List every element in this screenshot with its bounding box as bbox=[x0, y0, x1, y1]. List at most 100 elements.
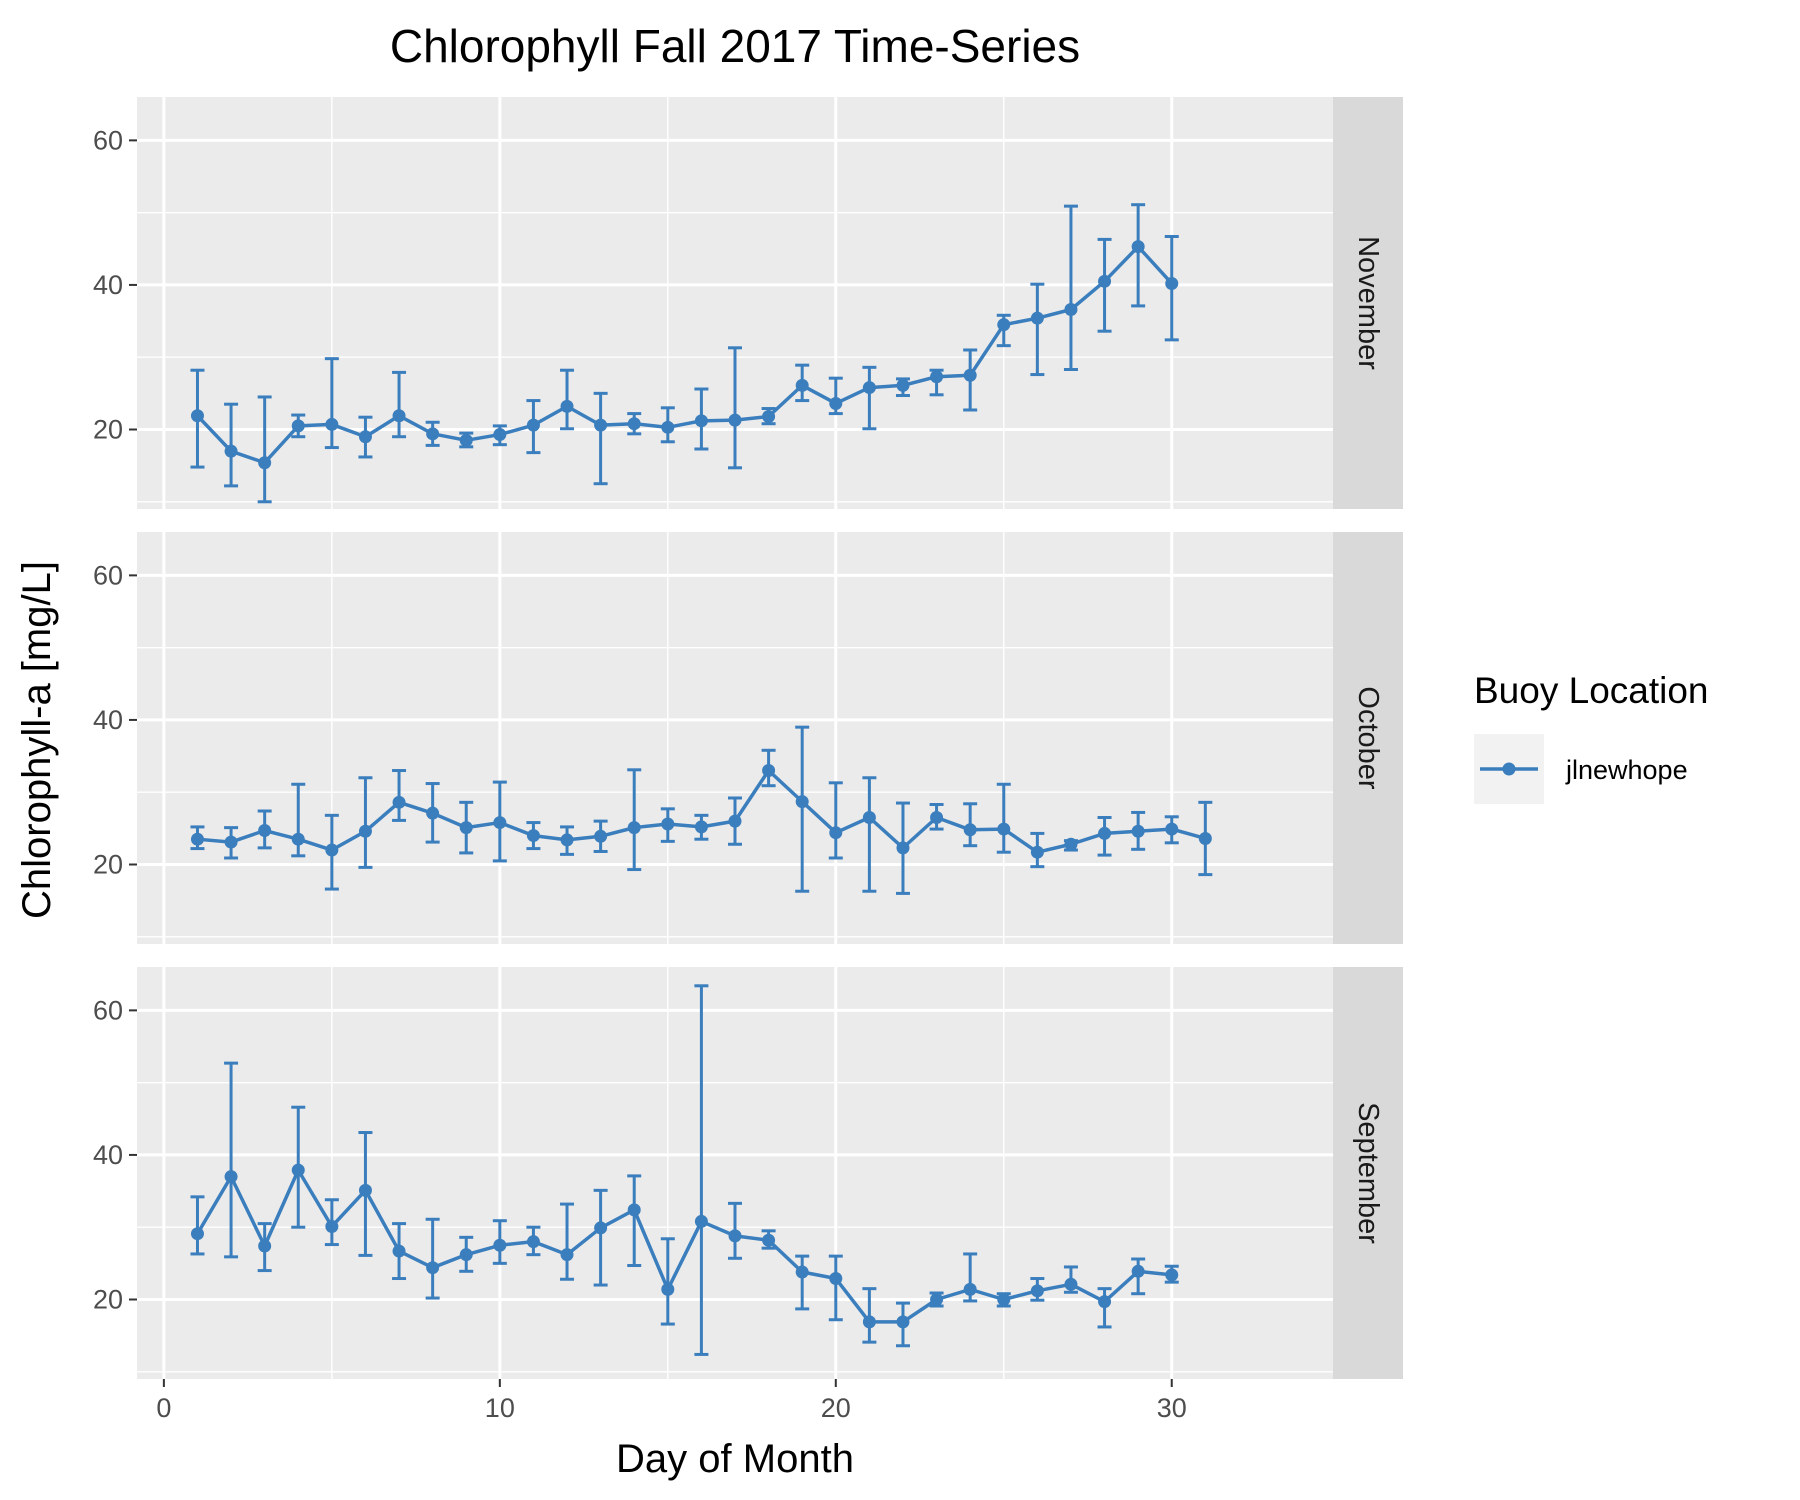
error-bar bbox=[257, 395, 272, 504]
y-tick-label: 40 bbox=[93, 270, 123, 300]
data-point bbox=[493, 428, 507, 442]
data-point bbox=[493, 1238, 507, 1252]
data-point bbox=[694, 820, 708, 834]
data-point bbox=[459, 1248, 473, 1262]
data-point bbox=[930, 1292, 944, 1306]
error-bar bbox=[1131, 203, 1146, 308]
y-axis-title: Chlorophyll-a [mg/L] bbox=[15, 561, 59, 919]
data-point bbox=[762, 409, 776, 423]
data-point bbox=[627, 417, 641, 431]
data-point bbox=[325, 417, 339, 431]
data-point bbox=[459, 433, 473, 447]
data-point bbox=[661, 817, 675, 831]
data-point bbox=[560, 833, 574, 847]
y-tick-label: 40 bbox=[93, 705, 123, 735]
data-point bbox=[392, 795, 406, 809]
y-tick-label: 60 bbox=[93, 995, 123, 1025]
data-point bbox=[1098, 274, 1112, 288]
panel-november: 20 40 60 November bbox=[93, 97, 1403, 509]
strip-october bbox=[1333, 532, 1403, 944]
x-tick-label: 30 bbox=[1157, 1393, 1187, 1423]
error-bar bbox=[627, 768, 642, 872]
data-point bbox=[426, 427, 440, 441]
error-bar bbox=[795, 725, 810, 893]
strip-september bbox=[1333, 967, 1403, 1379]
data-point bbox=[896, 841, 910, 855]
data-point bbox=[526, 418, 540, 432]
legend: Buoy Location jlnewhope bbox=[1474, 670, 1709, 804]
x-axis-title: Day of Month bbox=[616, 1437, 854, 1481]
data-point bbox=[930, 370, 944, 384]
data-point bbox=[829, 1272, 843, 1286]
legend-key-point bbox=[1502, 762, 1516, 776]
data-point bbox=[795, 795, 809, 809]
data-point bbox=[728, 1229, 742, 1243]
data-point bbox=[258, 1239, 272, 1253]
data-point bbox=[291, 832, 305, 846]
error-bar bbox=[828, 1254, 843, 1322]
data-point bbox=[190, 409, 204, 423]
data-point bbox=[1064, 1277, 1078, 1291]
data-point bbox=[426, 806, 440, 820]
data-point bbox=[997, 318, 1011, 332]
data-point bbox=[1165, 1268, 1179, 1282]
error-bar bbox=[190, 1195, 205, 1256]
data-point bbox=[358, 1183, 372, 1197]
data-point bbox=[661, 1282, 675, 1296]
error-bar bbox=[660, 1237, 675, 1326]
data-point bbox=[862, 811, 876, 825]
data-point bbox=[862, 381, 876, 395]
data-point bbox=[459, 821, 473, 835]
data-point bbox=[1131, 240, 1145, 254]
data-point bbox=[1098, 1295, 1112, 1309]
error-bar bbox=[425, 1217, 440, 1300]
data-point bbox=[224, 1170, 238, 1184]
data-point bbox=[896, 378, 910, 392]
panel-background bbox=[137, 967, 1333, 1379]
strip-label-september: September bbox=[1352, 1102, 1384, 1244]
panel-september: 20 40 60 September bbox=[93, 967, 1403, 1379]
error-bar bbox=[358, 776, 373, 869]
data-point bbox=[762, 764, 776, 778]
data-point bbox=[997, 822, 1011, 836]
data-point bbox=[526, 1235, 540, 1249]
data-point bbox=[896, 1315, 910, 1329]
y-tick-label: 60 bbox=[93, 125, 123, 155]
error-bar bbox=[392, 370, 407, 439]
data-point bbox=[963, 823, 977, 837]
strip-label-november: November bbox=[1352, 236, 1384, 370]
y-tick-label: 20 bbox=[93, 1284, 123, 1314]
error-bar bbox=[627, 1174, 642, 1268]
data-point bbox=[224, 835, 238, 849]
data-point bbox=[795, 1265, 809, 1279]
x-tick-label: 10 bbox=[485, 1393, 515, 1423]
data-point bbox=[594, 1221, 608, 1235]
data-point bbox=[1064, 303, 1078, 317]
data-point bbox=[661, 420, 675, 434]
error-bar bbox=[862, 1287, 877, 1344]
data-point bbox=[795, 378, 809, 392]
legend-label-jlnewhope: jlnewhope bbox=[1565, 755, 1688, 785]
data-point bbox=[426, 1261, 440, 1275]
error-bar bbox=[392, 769, 407, 822]
data-point bbox=[258, 824, 272, 838]
data-point bbox=[291, 1163, 305, 1177]
data-point bbox=[728, 413, 742, 427]
error-bar bbox=[862, 776, 877, 893]
x-tick-label: 0 bbox=[156, 1393, 171, 1423]
y-tick-label: 40 bbox=[93, 1140, 123, 1170]
data-point bbox=[190, 832, 204, 846]
data-point bbox=[224, 444, 238, 458]
data-point bbox=[358, 430, 372, 444]
data-point bbox=[325, 1219, 339, 1233]
data-point bbox=[1064, 837, 1078, 851]
data-point bbox=[594, 829, 608, 843]
data-point bbox=[1030, 311, 1044, 325]
data-point bbox=[963, 368, 977, 382]
data-point bbox=[862, 1315, 876, 1329]
chart-title: Chlorophyll Fall 2017 Time-Series bbox=[390, 20, 1080, 72]
error-bar bbox=[728, 346, 742, 470]
error-bar bbox=[593, 1188, 608, 1287]
data-point bbox=[1198, 831, 1212, 845]
